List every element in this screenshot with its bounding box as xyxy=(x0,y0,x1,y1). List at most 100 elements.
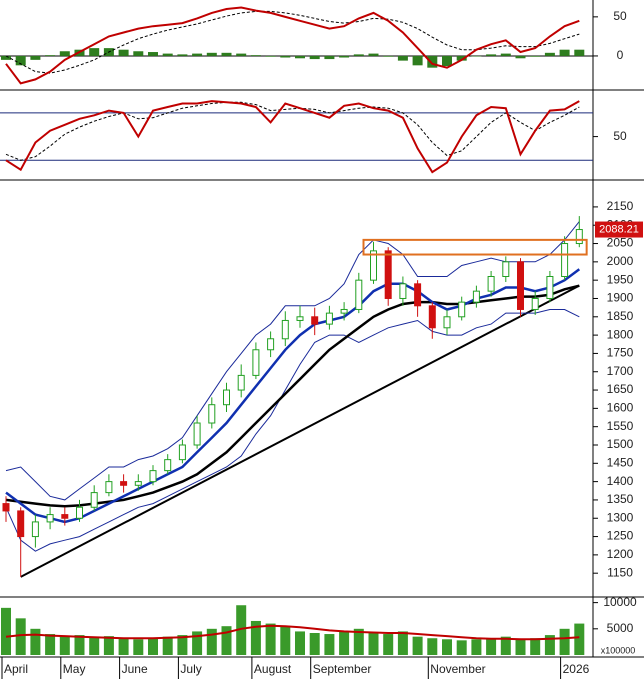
candle-body xyxy=(178,444,186,461)
histogram-bar xyxy=(544,52,555,56)
volume-bar xyxy=(118,638,129,655)
y-tick-label: 1600 xyxy=(607,401,634,415)
histogram-bar xyxy=(442,55,452,67)
volume-bar xyxy=(295,631,305,655)
candle-body xyxy=(2,503,10,512)
histogram-bar xyxy=(265,55,276,57)
candle-body xyxy=(46,514,54,523)
histogram-bar xyxy=(397,55,408,61)
histogram-bar xyxy=(236,53,247,56)
x-tick-label: June xyxy=(122,662,148,676)
candle-body xyxy=(237,374,245,391)
histogram-bar xyxy=(412,55,423,66)
candle-body xyxy=(296,316,304,321)
y-tick-label: 0 xyxy=(617,48,624,62)
candle-body xyxy=(281,319,289,340)
volume-bar xyxy=(559,628,570,655)
volume-bar xyxy=(265,623,276,655)
series-line xyxy=(5,101,580,161)
candle-body xyxy=(370,250,377,281)
y-tick-label: 2150 xyxy=(607,199,634,213)
candle-body xyxy=(193,422,201,446)
y-tick-label: 1500 xyxy=(607,437,634,451)
candle-body xyxy=(355,279,363,310)
volume-bar xyxy=(427,638,438,655)
volume-bar xyxy=(280,626,291,655)
histogram-bar xyxy=(324,55,335,60)
volume-bar xyxy=(397,631,408,655)
y-tick-label: 50 xyxy=(613,129,627,143)
volume-bar xyxy=(74,635,85,655)
histogram-bar xyxy=(250,55,261,56)
y-tick-label: 1900 xyxy=(607,291,634,305)
histogram-bar xyxy=(133,51,144,56)
volume-bar xyxy=(339,631,350,655)
volume-bar xyxy=(148,638,158,655)
y-tick-label: 1150 xyxy=(607,565,633,579)
last-price-box xyxy=(595,221,643,238)
y-tick-label: 1800 xyxy=(607,327,634,341)
candle-body xyxy=(502,261,510,278)
series-line xyxy=(5,6,580,85)
candle-body xyxy=(90,492,98,508)
candle-body xyxy=(561,243,569,278)
candle-body xyxy=(575,229,583,245)
candle-body xyxy=(487,276,495,292)
y-tick-label: 1350 xyxy=(607,492,634,506)
candle-body xyxy=(517,261,524,310)
trendline xyxy=(20,284,580,578)
volume-bar xyxy=(353,628,364,655)
candle-body xyxy=(325,312,333,325)
x-tick-label: 2026 xyxy=(563,662,590,676)
volume-bar xyxy=(1,607,11,655)
histogram-bar xyxy=(530,55,541,57)
series-line xyxy=(5,221,580,501)
candle-body xyxy=(134,481,142,486)
volume-bar xyxy=(486,638,497,655)
volume-bar xyxy=(309,633,320,655)
y-tick-label: 1550 xyxy=(607,419,634,433)
y-tick-label: 1450 xyxy=(607,455,634,469)
y-tick-label: 2000 xyxy=(607,254,634,268)
histogram-bar xyxy=(486,54,497,56)
histogram-bar xyxy=(471,55,482,57)
candle-body xyxy=(31,521,39,538)
volume-bar xyxy=(412,636,423,655)
candle-body xyxy=(76,506,83,519)
y-tick-label: 1300 xyxy=(607,510,634,524)
unit-label: x100000 xyxy=(601,645,636,655)
y-tick-label: 2050 xyxy=(607,236,634,250)
candle-body xyxy=(164,459,172,472)
histogram-bar xyxy=(383,55,394,57)
volume-bar xyxy=(515,639,526,655)
histogram-bar xyxy=(221,52,232,56)
y-tick-label: 50 xyxy=(613,9,627,23)
candle-body xyxy=(105,481,113,494)
histogram-bar xyxy=(45,55,56,56)
volume-bar xyxy=(442,639,452,655)
candle-body xyxy=(61,514,69,519)
x-tick-label: May xyxy=(63,662,86,676)
candle-body xyxy=(208,404,216,424)
x-tick-label: November xyxy=(430,662,485,676)
series-line xyxy=(5,624,580,641)
candle-body xyxy=(458,301,466,318)
histogram-bar xyxy=(353,54,364,56)
histogram-bar xyxy=(500,53,511,56)
y-tick-label: 10000 xyxy=(603,595,637,609)
histogram-bar xyxy=(1,55,11,60)
volume-bar xyxy=(192,631,203,655)
candle-body xyxy=(414,283,422,307)
histogram-bar xyxy=(515,55,526,59)
candle-body xyxy=(384,250,392,299)
candle-body xyxy=(311,316,319,325)
volume-bar xyxy=(221,626,232,655)
histogram-bar xyxy=(574,49,585,56)
y-tick-label: 1850 xyxy=(607,309,634,323)
histogram-bar xyxy=(177,54,188,56)
y-tick-label: 5000 xyxy=(607,621,634,635)
candle-body xyxy=(340,308,348,314)
series-line xyxy=(5,284,580,508)
y-tick-label: 1650 xyxy=(607,382,634,396)
histogram-bar xyxy=(89,48,100,56)
